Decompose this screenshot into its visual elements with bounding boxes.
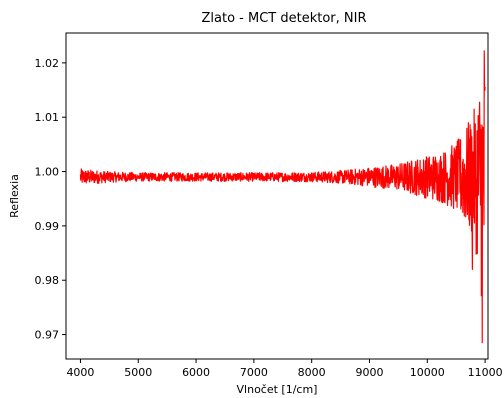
y-tick-label: 0.98 [35, 274, 60, 287]
x-tick-label: 4000 [66, 366, 94, 379]
x-tick-label: 6000 [182, 366, 210, 379]
y-tick-label: 1.00 [35, 166, 60, 179]
x-tick-label: 10000 [410, 366, 445, 379]
x-tick-label: 8000 [298, 366, 326, 379]
plot-area [79, 50, 486, 344]
plot-frame [65, 32, 489, 360]
y-axis: 0.97 0.98 0.99 1.00 1.01 1.02 [35, 57, 66, 342]
x-tick-label: 9000 [355, 366, 383, 379]
y-tick-label: 1.02 [35, 57, 60, 70]
y-tick-label: 0.99 [35, 220, 60, 233]
y-tick-label: 0.97 [35, 329, 60, 342]
chart-title: Zlato - MCT detektor, NIR [202, 11, 367, 26]
x-tick-label: 11000 [468, 366, 503, 379]
x-axis: 4000 5000 6000 7000 8000 9000 10000 11000 [66, 359, 503, 379]
x-axis-label: Vlnočet [1/cm] [237, 383, 318, 396]
series-line [79, 50, 486, 344]
x-tick-label: 7000 [240, 366, 268, 379]
y-tick-label: 1.01 [35, 111, 60, 124]
x-tick-label: 5000 [124, 366, 152, 379]
y-axis-label: Reflexia [8, 174, 21, 218]
